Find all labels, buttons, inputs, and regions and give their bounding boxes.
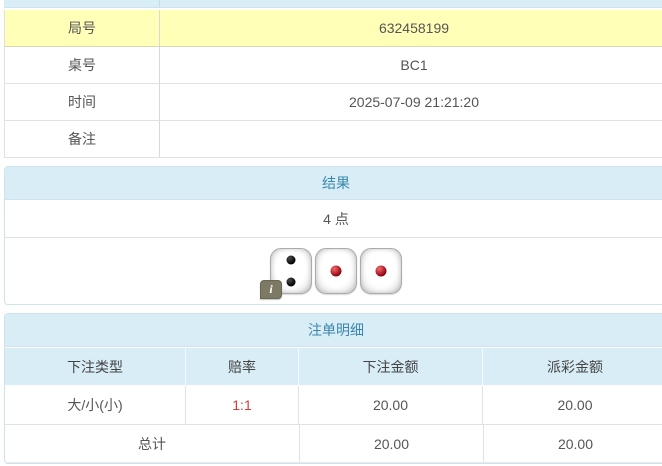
- strip-column-divider: [159, 0, 160, 7]
- bet-detail-title: 注单明细: [5, 314, 662, 347]
- total-label: 总计: [5, 425, 300, 462]
- cutoff-header-strip: [4, 0, 662, 8]
- result-panel-title: 结果: [5, 167, 662, 200]
- table-number-label: 桌号: [5, 47, 160, 83]
- die-pip: [286, 255, 296, 265]
- table-row-remark: 备注: [5, 121, 662, 158]
- dice-group: i: [260, 248, 402, 299]
- table-row-round-number: 局号 632458199: [5, 10, 662, 47]
- die-pip: [330, 265, 342, 277]
- game-info-table: 局号 632458199 桌号 BC1 时间 2025-07-09 21:21:…: [4, 10, 662, 158]
- dice-row: i: [5, 238, 662, 304]
- col-header-payout-amount: 派彩金额: [547, 358, 603, 375]
- remark-label: 备注: [5, 121, 160, 157]
- table-row-table-number: 桌号 BC1: [5, 47, 662, 84]
- total-bet-amount: 20.00: [300, 425, 484, 462]
- die-face-1: [315, 248, 357, 294]
- bet-table-total-row: 总计 20.00 20.00: [5, 425, 662, 463]
- total-payout-amount: 20.00: [557, 435, 594, 452]
- table-number-value: BC1: [400, 57, 428, 73]
- result-panel: 结果 4 点 i: [4, 166, 662, 305]
- odds-value: 1:1: [186, 386, 299, 424]
- bet-table-header-row: 下注类型 赔率 下注金额 派彩金额: [5, 348, 662, 386]
- bet-type-value: 大/小(小): [5, 386, 186, 424]
- die-face-1: [360, 248, 402, 294]
- col-header-bet-type: 下注类型: [5, 348, 186, 385]
- die-pip: [286, 277, 296, 287]
- round-number-value: 632458199: [378, 20, 450, 36]
- round-number-label: 局号: [5, 10, 160, 46]
- time-value: 2025-07-09 21:21:20: [349, 94, 479, 110]
- table-row-time: 时间 2025-07-09 21:21:20: [5, 84, 662, 121]
- remark-value: [160, 121, 662, 157]
- col-header-bet-amount: 下注金额: [299, 348, 483, 385]
- bet-amount-value: 20.00: [299, 386, 483, 424]
- bet-detail-panel: 注单明细 下注类型 赔率 下注金额 派彩金额 大/小(小) 1:1 20.00 …: [4, 313, 662, 464]
- time-label: 时间: [5, 84, 160, 120]
- col-header-odds: 赔率: [186, 348, 299, 385]
- payout-amount-value: 20.00: [557, 397, 593, 413]
- die-pip: [375, 265, 387, 277]
- bet-table-row: 大/小(小) 1:1 20.00 20.00: [5, 386, 662, 425]
- result-points: 4 点: [5, 200, 662, 238]
- info-badge-icon: i: [260, 280, 282, 299]
